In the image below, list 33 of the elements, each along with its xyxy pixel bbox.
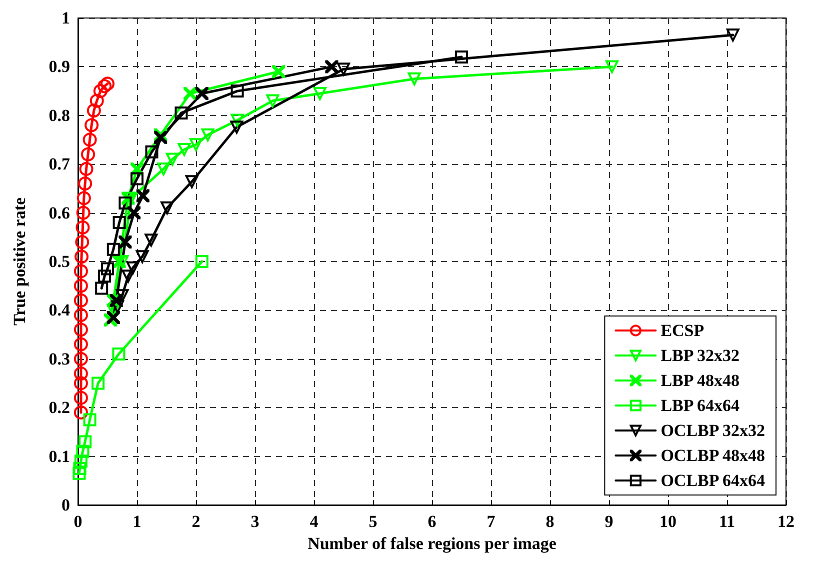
legend-label: LBP 64x64 [660, 396, 740, 415]
y-tick-label: 0.2 [48, 398, 70, 418]
y-tick-label: 0.4 [48, 300, 70, 320]
legend-label: OCLBP 48x48 [660, 446, 766, 465]
legend-label: OCLBP 64x64 [660, 471, 766, 490]
y-tick-label: 0.3 [48, 349, 70, 368]
y-tick-label: 0.5 [48, 252, 70, 271]
x-tick-label: 6 [428, 512, 436, 531]
x-tick-label: 7 [486, 512, 496, 531]
x-tick-label: 9 [604, 512, 614, 531]
y-tick-label: 0 [62, 496, 70, 514]
y-tick-label: 0.1 [48, 446, 70, 466]
y-tick-label: 1 [62, 8, 70, 28]
y-tick-label: 0.9 [48, 57, 70, 76]
x-tick-label: 5 [368, 512, 378, 531]
x-axis-title: Number of false regions per image [308, 534, 557, 553]
legend-label: OCLBP 32x32 [660, 421, 766, 440]
y-tick-label: 0.8 [48, 106, 70, 125]
x-tick-label: 10 [660, 512, 676, 531]
x-tick-label: 12 [778, 512, 794, 531]
x-tick-label: 8 [546, 512, 554, 531]
y-tick-label: 0.6 [48, 203, 70, 222]
y-axis-title: True positive rate [10, 197, 29, 326]
legend-label: LBP 48x48 [660, 371, 740, 390]
x-tick-label: 2 [192, 512, 200, 531]
x-tick-label: 1 [132, 512, 142, 531]
legend-label: LBP 32x32 [660, 346, 740, 365]
x-tick-label: 3 [250, 512, 260, 531]
x-tick-label: 11 [718, 512, 736, 531]
y-tick-label: 0.7 [48, 154, 70, 174]
x-tick-label: 4 [310, 512, 319, 531]
x-tick-label: 0 [74, 512, 82, 531]
legend-label: ECSP [660, 321, 704, 340]
